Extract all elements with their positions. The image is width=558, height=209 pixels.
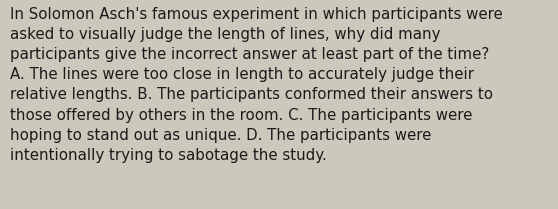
Text: In Solomon Asch's famous experiment in which participants were
asked to visually: In Solomon Asch's famous experiment in w… [10, 7, 503, 163]
